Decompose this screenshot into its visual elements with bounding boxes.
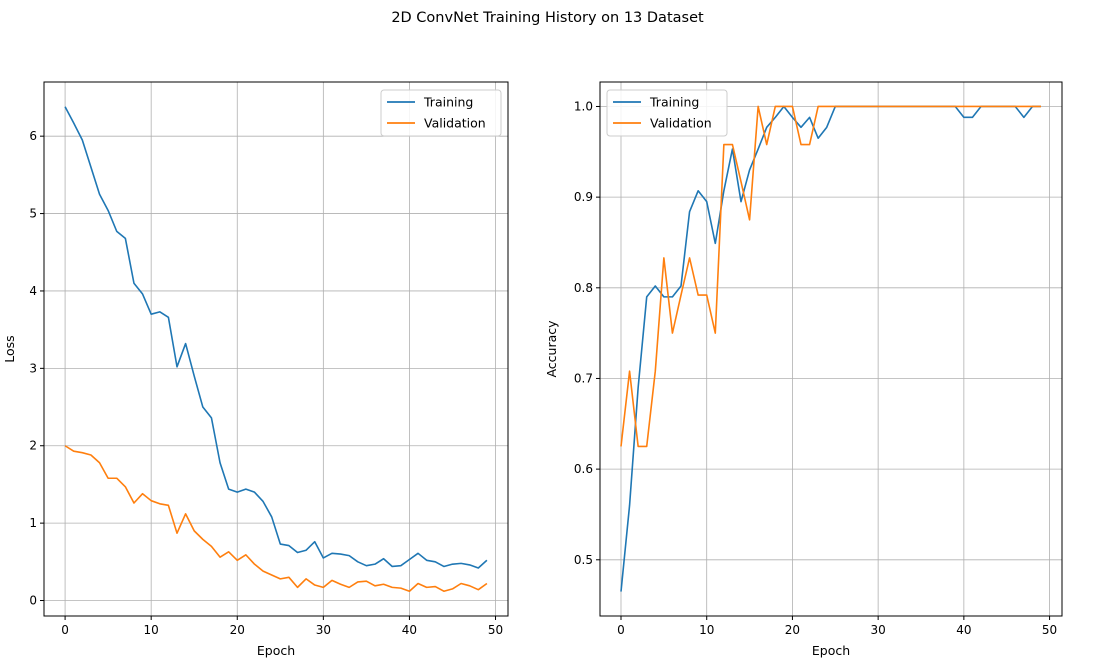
y-tick-label: 1 bbox=[29, 516, 37, 530]
x-tick-label: 50 bbox=[488, 623, 503, 637]
y-tick-label: 5 bbox=[29, 207, 37, 221]
x-tick-label: 10 bbox=[699, 623, 714, 637]
x-tick-label: 50 bbox=[1042, 623, 1057, 637]
y-tick-label: 3 bbox=[29, 361, 37, 375]
y-tick-label: 0.9 bbox=[574, 190, 593, 204]
series-line-validation bbox=[620, 105, 1041, 448]
x-tick-label: 0 bbox=[61, 623, 69, 637]
legend-label-training: Training bbox=[649, 95, 699, 110]
x-tick-label: 20 bbox=[230, 623, 245, 637]
x-tick-label: 30 bbox=[871, 623, 886, 637]
y-tick-label: 2 bbox=[29, 439, 37, 453]
y-tick-label: 0 bbox=[29, 594, 37, 608]
y-tick-label: 1.0 bbox=[574, 99, 593, 113]
figure-title: 2D ConvNet Training History on 13 Datase… bbox=[391, 10, 704, 26]
y-axis-label: Accuracy bbox=[544, 320, 559, 378]
y-tick-label: 0.7 bbox=[574, 371, 593, 385]
series-line-validation bbox=[64, 445, 488, 593]
x-tick-label: 10 bbox=[144, 623, 159, 637]
legend-label-validation: Validation bbox=[650, 116, 712, 131]
legend-label-training: Training bbox=[423, 95, 473, 110]
x-tick-label: 20 bbox=[785, 623, 800, 637]
y-tick-label: 4 bbox=[29, 284, 37, 298]
x-axis-label: Epoch bbox=[812, 643, 850, 658]
series-line-training bbox=[64, 106, 488, 569]
y-tick-label: 0.6 bbox=[574, 462, 593, 476]
y-tick-label: 0.8 bbox=[574, 281, 593, 295]
legend: Training Validation bbox=[380, 89, 502, 137]
x-tick-label: 40 bbox=[956, 623, 971, 637]
x-tick-label: 40 bbox=[402, 623, 417, 637]
loss-panel: 0 10 20 30 40 50 0 1 2 3 4 5 6 Epoch Loss Training Valid… bbox=[2, 81, 509, 658]
axes-frame bbox=[43, 81, 509, 617]
legend: Training Validation bbox=[606, 89, 728, 137]
legend-label-validation: Validation bbox=[424, 116, 486, 131]
axes-frame bbox=[599, 81, 1063, 617]
x-tick-label: 0 bbox=[617, 623, 625, 637]
series-line-training bbox=[620, 105, 1041, 592]
y-tick-label: 0.5 bbox=[574, 553, 593, 567]
x-tick-label: 30 bbox=[316, 623, 331, 637]
accuracy-panel: 0 10 20 30 40 50 0.5 0.6 0.7 0.8 0.9 1.0 Epoch Accura… bbox=[544, 81, 1063, 658]
x-axis-label: Epoch bbox=[257, 643, 295, 658]
y-tick-label: 6 bbox=[29, 129, 37, 143]
y-axis-label: Loss bbox=[2, 335, 17, 362]
